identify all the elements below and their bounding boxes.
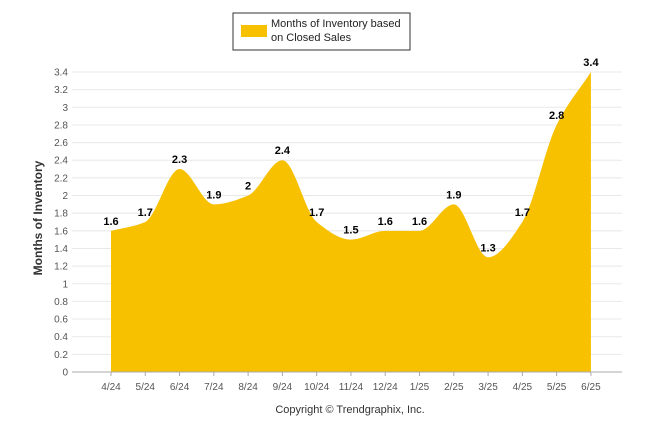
data-labels: 1.6 1.7 2.3 1.9 2 2.4 1.7 1.5 1.6 1.6 1.9 1.3 1.7 2.8… <box>103 57 599 254</box>
x-tick-label: 11/24 <box>339 382 364 393</box>
y-tick-label: 3.2 <box>54 85 68 96</box>
y-tick-label: 0 <box>62 368 68 379</box>
y-tick-label: 0.8 <box>54 297 68 308</box>
y-tick-label: 1.2 <box>54 262 68 273</box>
x-axis-ticks: 4/24 5/24 6/24 7/24 8/24 9/24 10/24 11/24 12/24 1… <box>101 372 601 393</box>
y-tick-label: 3 <box>62 103 68 114</box>
x-tick-label: 6/24 <box>170 382 190 393</box>
x-tick-label: 12/24 <box>373 382 398 393</box>
data-label: 1.6 <box>412 216 427 228</box>
y-tick-label: 0.4 <box>54 332 68 343</box>
data-label: 2.3 <box>172 154 187 166</box>
x-tick-label: 8/24 <box>238 382 258 393</box>
data-label: 2.8 <box>549 110 564 122</box>
data-label: 3.4 <box>583 57 599 69</box>
data-label: 1.3 <box>480 242 495 254</box>
y-tick-label: 1.8 <box>54 209 68 220</box>
data-label: 1.9 <box>206 189 221 201</box>
data-label: 1.7 <box>309 207 324 219</box>
legend-swatch <box>241 25 267 37</box>
y-axis-ticks: 0 0.2 0.4 0.6 0.8 1 1.2 1.4 1.6 1.8 2 2.2 2.4 2.6 2.8 3… <box>54 68 68 379</box>
x-tick-label: 7/24 <box>204 382 224 393</box>
x-tick-label: 1/25 <box>410 382 430 393</box>
y-tick-label: 1.4 <box>54 244 68 255</box>
data-label: 2.4 <box>275 145 291 157</box>
x-tick-label: 6/25 <box>581 382 601 393</box>
y-tick-label: 2.4 <box>54 156 68 167</box>
y-tick-label: 1.6 <box>54 226 68 237</box>
y-tick-label: 3.4 <box>54 68 68 79</box>
y-tick-label: 2 <box>62 191 68 202</box>
data-label: 1.7 <box>515 207 530 219</box>
x-tick-label: 3/25 <box>478 382 498 393</box>
x-tick-label: 9/24 <box>273 382 293 393</box>
x-tick-label: 5/25 <box>547 382 567 393</box>
series-area <box>111 72 591 372</box>
data-label: 1.9 <box>446 189 461 201</box>
y-tick-label: 0.6 <box>54 315 68 326</box>
x-tick-label: 4/24 <box>101 382 121 393</box>
legend-label-line-2: on Closed Sales <box>271 32 352 44</box>
data-label: 1.6 <box>378 216 393 228</box>
x-tick-label: 2/25 <box>444 382 464 393</box>
y-tick-label: 2.8 <box>54 120 68 131</box>
data-label: 2 <box>245 181 251 193</box>
data-label: 1.6 <box>103 216 118 228</box>
y-tick-label: 1 <box>62 279 68 290</box>
y-axis-label: Months of Inventory <box>31 160 45 275</box>
data-label: 1.5 <box>343 225 358 237</box>
copyright-footer: Copyright © Trendgraphix, Inc. <box>275 404 424 416</box>
legend-label-line-1: Months of Inventory based <box>271 18 401 30</box>
y-tick-label: 0.2 <box>54 350 68 361</box>
x-tick-label: 10/24 <box>304 382 329 393</box>
x-tick-label: 4/25 <box>513 382 533 393</box>
x-tick-label: 5/24 <box>136 382 156 393</box>
y-tick-label: 2.2 <box>54 173 68 184</box>
data-label: 1.7 <box>138 207 153 219</box>
y-tick-label: 2.6 <box>54 138 68 149</box>
legend: Months of Inventory based on Closed Sale… <box>232 12 411 51</box>
